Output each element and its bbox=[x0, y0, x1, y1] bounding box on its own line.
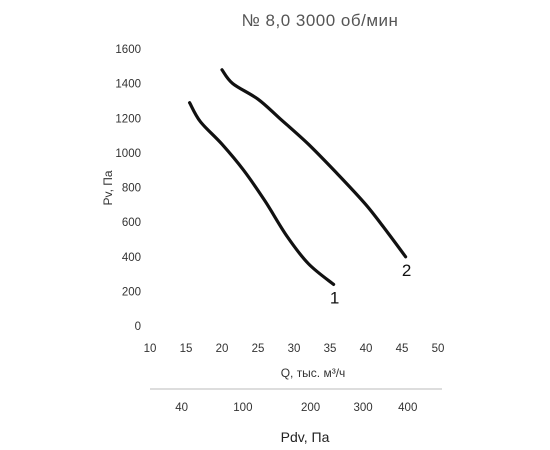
x-tick-label-8: 50 bbox=[432, 343, 445, 355]
x-axis-ticks: 10 15 20 25 30 35 40 45 50 bbox=[144, 343, 445, 355]
x-tick-label-6: 40 bbox=[360, 343, 373, 355]
y-axis-label: Pv, Па bbox=[101, 170, 115, 205]
pdv-tick-label-3: 300 bbox=[354, 402, 373, 414]
pdv-tick-label-2: 200 bbox=[301, 402, 320, 414]
x-tick-label-3: 25 bbox=[252, 343, 265, 355]
y-tick-label-0: 0 bbox=[135, 321, 141, 333]
x-tick-label-5: 35 bbox=[324, 343, 337, 355]
curves: 12 bbox=[188, 68, 411, 307]
pdv-axis-label: Pdv, Па bbox=[281, 429, 330, 445]
y-tick-label-3: 600 bbox=[122, 217, 141, 229]
y-tick-label-8: 1600 bbox=[115, 44, 141, 56]
pdv-axis-ticks: 40 100 200 300 400 bbox=[175, 402, 417, 414]
curve-label-2: 2 bbox=[402, 261, 411, 280]
x-tick-label-0: 10 bbox=[144, 343, 157, 355]
y-axis-ticks: 0 200 400 600 800 1000 1200 1400 1600 bbox=[115, 44, 141, 333]
y-tick-label-6: 1200 bbox=[115, 113, 141, 125]
y-tick-label-7: 1400 bbox=[115, 79, 141, 91]
y-tick-label-5: 1000 bbox=[115, 148, 141, 160]
pdv-tick-label-0: 40 bbox=[175, 402, 188, 414]
pdv-tick-label-1: 100 bbox=[233, 402, 252, 414]
chart-title: № 8,0 3000 об/мин bbox=[242, 11, 399, 30]
pdv-tick-label-4: 400 bbox=[398, 402, 417, 414]
y-tick-label-1: 200 bbox=[122, 286, 141, 298]
x-tick-label-4: 30 bbox=[288, 343, 301, 355]
x-tick-label-2: 20 bbox=[216, 343, 229, 355]
y-tick-label-4: 800 bbox=[122, 183, 141, 195]
y-tick-label-2: 400 bbox=[122, 252, 141, 264]
x-axis-label: Q, тыс. м³/ч bbox=[281, 366, 346, 380]
curve-label-1: 1 bbox=[330, 288, 339, 307]
x-tick-label-7: 45 bbox=[396, 343, 409, 355]
curve-1 bbox=[188, 101, 336, 286]
x-tick-label-1: 15 bbox=[180, 343, 193, 355]
curve-2 bbox=[220, 68, 408, 259]
